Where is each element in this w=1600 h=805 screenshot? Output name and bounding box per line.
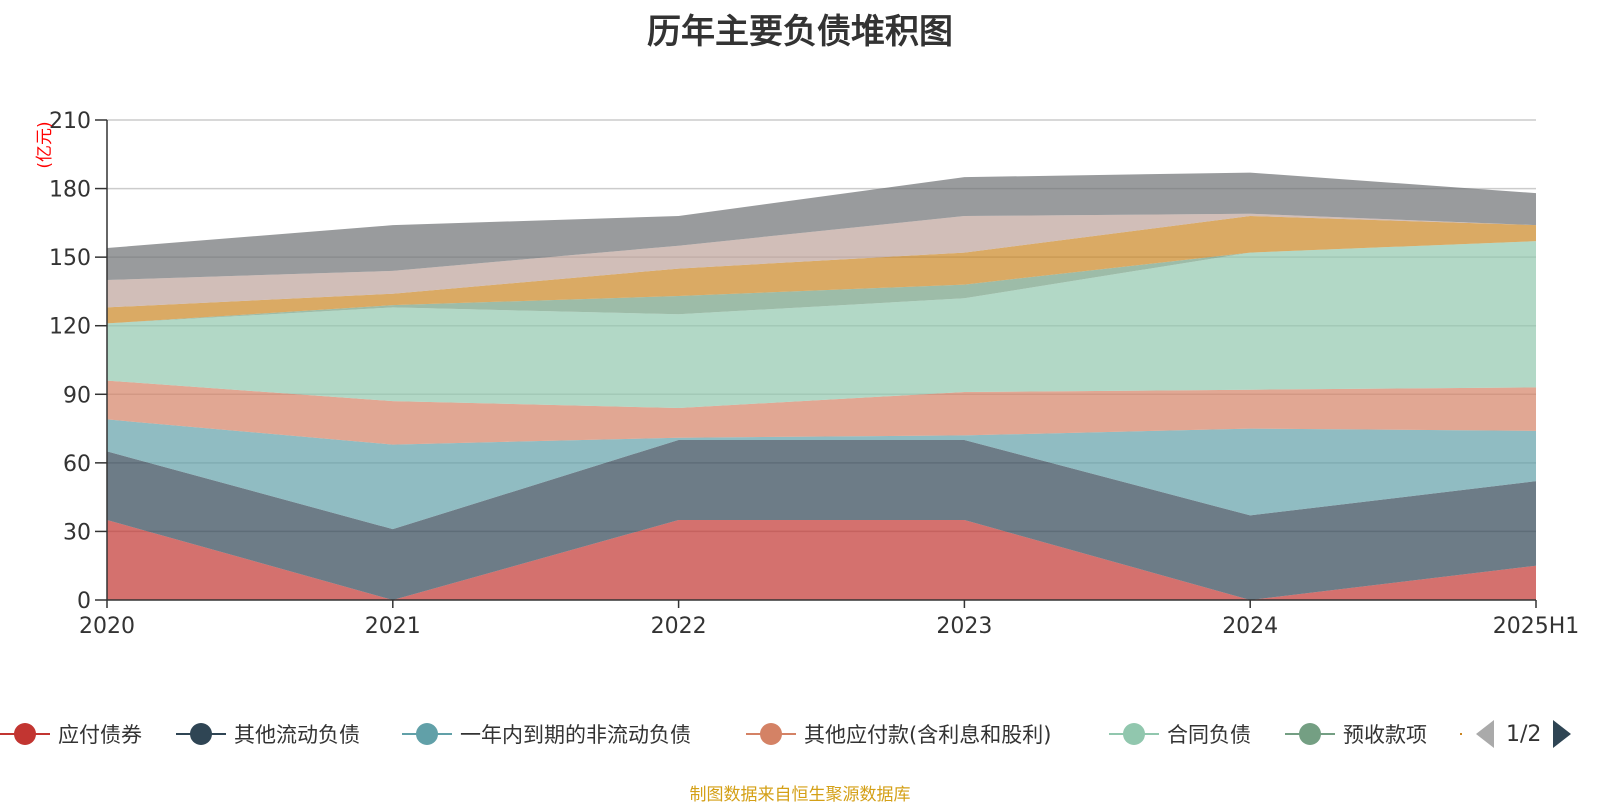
- legend-item[interactable]: 其他流动负债: [176, 718, 360, 750]
- legend-page-indicator: 1/2: [1506, 721, 1542, 747]
- legend-marker-icon: [176, 718, 226, 750]
- area-series-5[interactable]: [107, 241, 1536, 324]
- area-layer: [107, 172, 1536, 600]
- legend-marker-icon: [1285, 718, 1335, 750]
- legend-marker-icon: [0, 718, 50, 750]
- legend-marker-icon: [402, 718, 452, 750]
- legend-item[interactable]: 其他应付款(含利息和股利): [746, 718, 1051, 750]
- x-tick-label: 2023: [936, 614, 992, 639]
- y-tick-label: 0: [77, 589, 91, 614]
- legend-label: 其他应付款(含利息和股利): [804, 723, 1052, 747]
- y-axis-unit-label: (亿元): [35, 121, 55, 168]
- legend-pager: 1/2: [1476, 718, 1572, 750]
- legend-marker-icon: [1460, 718, 1462, 750]
- y-tick-label: 180: [49, 178, 91, 203]
- y-tick-label: 90: [63, 383, 91, 408]
- area-series-0[interactable]: [107, 520, 1536, 600]
- chart-title: 历年主要负债堆积图: [647, 12, 953, 52]
- y-tick-label: 210: [49, 109, 91, 134]
- axis-layer: 0 30 60 90 120 150 180 210 2020 2021 2022 2023 2024 2…: [49, 109, 1579, 639]
- legend-item[interactable]: 合同负债: [1109, 718, 1251, 750]
- x-tick-label: 2024: [1222, 614, 1278, 639]
- legend-marker-icon: [746, 718, 796, 750]
- legend-label: 其他流动负债: [234, 723, 360, 747]
- legend-item[interactable]: 预收款项: [1285, 718, 1427, 750]
- legend-label: 合同负债: [1167, 723, 1251, 747]
- legend-item[interactable]: [1460, 718, 1462, 750]
- source-note: 制图数据来自恒生聚源数据库: [689, 785, 911, 805]
- legend-prev-page-icon[interactable]: [1476, 720, 1494, 748]
- x-tick-label: 2022: [651, 614, 707, 639]
- area-series-2[interactable]: [107, 419, 1536, 530]
- legend-label: 应付债券: [58, 723, 142, 747]
- area-series-3[interactable]: [107, 380, 1536, 445]
- legend-item[interactable]: 一年内到期的非流动负债: [402, 718, 691, 750]
- legend: 应付债券 其他流动负债 一年内到期的非流动负债 其他应付款(含利息和股利) 合同负债 预收…: [0, 718, 1600, 758]
- y-tick-label: 150: [49, 246, 91, 271]
- legend-clip: 应付债券 其他流动负债 一年内到期的非流动负债 其他应付款(含利息和股利) 合同负债 预收…: [0, 718, 1462, 758]
- y-tick-label: 120: [49, 315, 91, 340]
- area-series-6[interactable]: [107, 216, 1536, 324]
- y-tick-label: 60: [63, 452, 91, 477]
- area-series-4[interactable]: [107, 241, 1536, 408]
- area-series-8[interactable]: [107, 172, 1536, 280]
- x-tick-label: 2021: [365, 614, 421, 639]
- legend-next-page-icon[interactable]: [1553, 720, 1572, 748]
- x-tick-label: 2025H1: [1493, 614, 1580, 639]
- legend-label: 预收款项: [1343, 723, 1427, 747]
- legend-marker-icon: [1109, 718, 1159, 750]
- area-series-7[interactable]: [107, 213, 1536, 308]
- y-tick-label: 30: [63, 520, 91, 545]
- legend-label: 一年内到期的非流动负债: [460, 723, 691, 747]
- area-series-1[interactable]: [107, 440, 1536, 600]
- x-tick-label: 2020: [79, 614, 135, 639]
- legend-item[interactable]: 应付债券: [0, 718, 142, 750]
